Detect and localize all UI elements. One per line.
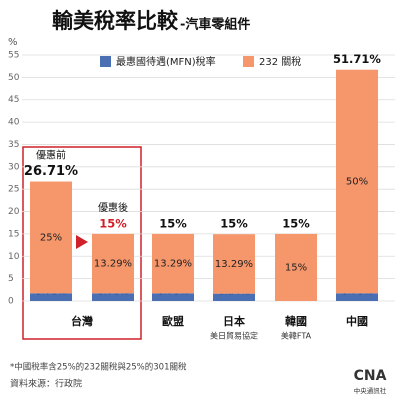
x-tick-label: 台灣 xyxy=(71,314,93,328)
segment-label: 13.29% xyxy=(215,259,253,270)
y-axis-label: % xyxy=(8,37,18,48)
segment-label: 15% xyxy=(285,262,307,273)
segment-label: 13.29% xyxy=(154,259,192,270)
chart-subtitle: -汽車零組件 xyxy=(180,17,250,33)
x-tick-sublabel: 美日貿易協定 xyxy=(210,331,258,341)
bar-segment xyxy=(92,233,134,294)
y-tick-label: 25 xyxy=(8,185,19,195)
y-tick-label: 0 xyxy=(8,297,14,307)
legend-label: 232 關稅 xyxy=(259,56,301,68)
bar-segment xyxy=(213,234,255,294)
y-tick-label: 10 xyxy=(8,252,20,262)
chart-title: 輸美稅率比較 xyxy=(52,9,179,33)
annotation: 優惠後 xyxy=(98,201,128,214)
y-tick-label: 30 xyxy=(8,162,20,172)
bar-segment xyxy=(275,233,317,301)
y-tick-label: 50 xyxy=(8,73,20,83)
legend-swatch xyxy=(100,56,111,67)
total-label: 51.71% xyxy=(333,52,381,66)
y-tick-label: 55 xyxy=(8,51,19,61)
x-tick-label: 日本 xyxy=(223,314,245,328)
segment-label: 25% xyxy=(40,232,62,243)
legend-swatch xyxy=(243,56,254,67)
source: 資料來源：行政院 xyxy=(10,378,82,390)
bar-segment xyxy=(152,233,194,294)
total-label: 15% xyxy=(282,216,310,230)
annotation: 優惠前 xyxy=(36,149,66,162)
total-label: 15% xyxy=(159,216,187,230)
plot: 05101520253035404550551.71%25%26.71%優惠前台… xyxy=(8,51,395,341)
segment-label: 13.29% xyxy=(94,259,132,270)
logo-mark: CNA xyxy=(354,368,387,384)
x-tick-label: 韓國 xyxy=(285,314,307,328)
bar-segment xyxy=(152,293,194,301)
y-tick-label: 20 xyxy=(8,207,20,217)
highlight-box xyxy=(22,146,142,340)
x-tick-label: 中國 xyxy=(346,314,368,328)
logo-name: 中央通訊社 xyxy=(354,386,387,395)
y-tick-label: 35 xyxy=(8,140,19,150)
bar-segment xyxy=(30,293,72,301)
bar-segment xyxy=(336,293,378,301)
x-tick-label: 歐盟 xyxy=(162,314,184,328)
bar-segment xyxy=(213,293,255,301)
y-tick-label: 5 xyxy=(8,274,14,284)
segment-label: 50% xyxy=(346,177,368,188)
legend-label: 最惠國待遇(MFN)稅率 xyxy=(116,55,216,68)
total-label: 26.71% xyxy=(24,164,78,179)
total-label: 15% xyxy=(99,216,127,230)
y-tick-label: 45 xyxy=(8,95,19,105)
footnote: *中國稅率含25%的232關稅與25%的301關稅 xyxy=(10,362,187,373)
y-tick-label: 40 xyxy=(8,118,20,128)
bar-segment xyxy=(30,181,72,294)
x-tick-sublabel: 美韓FTA xyxy=(281,331,312,341)
bar-segment xyxy=(336,69,378,294)
y-tick-label: 15 xyxy=(8,229,19,239)
arrow xyxy=(76,235,88,249)
total-label: 15% xyxy=(220,216,248,230)
bar-segment xyxy=(92,293,134,301)
